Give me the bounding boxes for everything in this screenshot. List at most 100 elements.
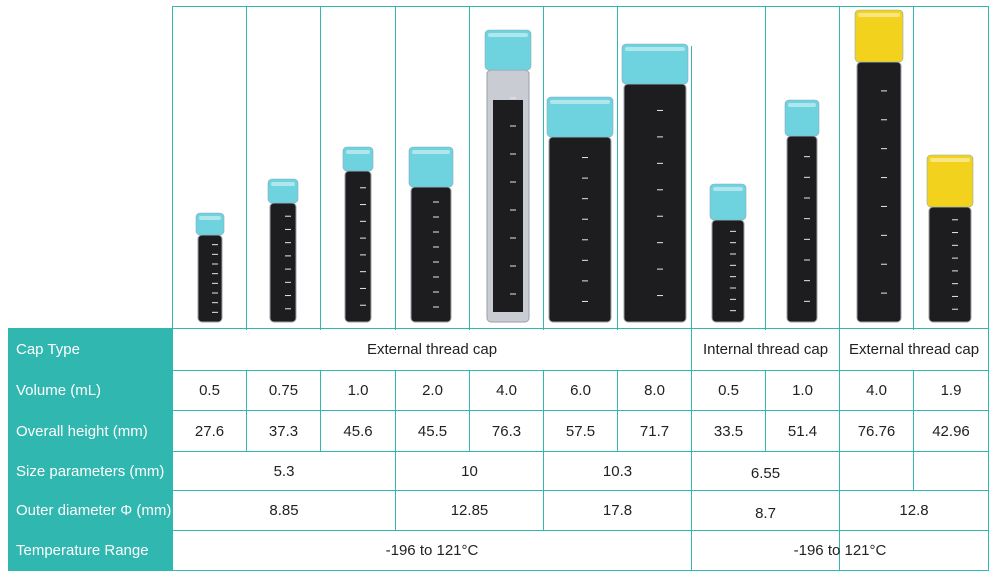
cryovial-tube bbox=[784, 99, 820, 323]
outer-diameter-cell: 8.7 bbox=[755, 505, 776, 522]
cryovial-tube bbox=[854, 9, 904, 323]
tube-cap bbox=[784, 99, 820, 137]
tube-cap bbox=[408, 146, 454, 188]
volume-cell: 8.0 bbox=[644, 382, 665, 399]
row-header-cap-type: Cap Type bbox=[8, 329, 172, 370]
grid-col-line bbox=[617, 6, 618, 330]
cryovial-tube bbox=[408, 146, 454, 323]
grid-row-line bbox=[8, 328, 988, 329]
grid-col-line bbox=[913, 370, 914, 491]
grid-col-line bbox=[395, 6, 396, 330]
cryovial-tube bbox=[709, 183, 747, 323]
tube-cap bbox=[709, 183, 747, 221]
size-param-cell bbox=[840, 452, 913, 490]
cryovial-tube bbox=[484, 29, 532, 323]
tube-body bbox=[623, 83, 687, 323]
size-param-cell: 5.3 bbox=[273, 462, 295, 480]
cap-highlight bbox=[788, 103, 816, 107]
tube-body bbox=[928, 206, 972, 323]
cap-type-external-group: External thread cap bbox=[366, 341, 498, 358]
tube-cap bbox=[195, 212, 225, 236]
grid-col-line bbox=[320, 370, 321, 451]
tube-cap bbox=[621, 43, 689, 85]
grid-col-line bbox=[839, 6, 840, 571]
grid-col-line bbox=[395, 370, 396, 530]
row-header-volume: Volume (mL) bbox=[8, 371, 172, 410]
row-header-size-parameters: Size parameters (mm) bbox=[8, 452, 172, 490]
cryovial-tube bbox=[195, 212, 225, 323]
grid-col-line bbox=[246, 370, 247, 451]
cap-highlight bbox=[930, 158, 970, 162]
height-cell: 76.76 bbox=[857, 422, 896, 440]
height-cell: 37.3 bbox=[268, 422, 299, 440]
grid-col-line bbox=[765, 6, 766, 330]
outer-diameter-cell: 12.8 bbox=[899, 502, 929, 519]
height-cell: 42.96 bbox=[932, 422, 970, 440]
grid-top-line bbox=[172, 6, 988, 7]
size-param-cell: 10 bbox=[461, 462, 478, 480]
grid-left-line bbox=[172, 6, 173, 571]
grid-col-line bbox=[246, 6, 247, 330]
tube-body bbox=[410, 186, 452, 323]
height-cell: 27.6 bbox=[194, 422, 225, 440]
volume-cell: 1.9 bbox=[940, 382, 962, 399]
cap-type-internal-group: Internal thread cap bbox=[702, 341, 829, 358]
volume-cell: 4.0 bbox=[866, 382, 887, 399]
tube-illustrations bbox=[195, 9, 974, 323]
tube-body bbox=[269, 202, 297, 323]
cryovial-tube bbox=[926, 154, 974, 323]
cryovial-tube bbox=[621, 43, 689, 323]
grid-row-line bbox=[8, 490, 988, 491]
cap-highlight bbox=[199, 216, 221, 220]
grid-col-line bbox=[469, 6, 470, 330]
outer-diameter-cell: 17.8 bbox=[602, 502, 633, 519]
cap-highlight bbox=[858, 13, 900, 17]
tube-body bbox=[786, 135, 818, 323]
height-cell: 71.7 bbox=[639, 422, 670, 440]
cap-highlight bbox=[625, 47, 685, 51]
tube-body bbox=[197, 234, 223, 323]
grid-col-line bbox=[617, 370, 618, 451]
cap-highlight bbox=[713, 187, 743, 191]
size-param-cell: 10.3 bbox=[602, 462, 633, 480]
height-cell: 57.5 bbox=[565, 422, 596, 440]
cap-type-external-group-2: External thread cap bbox=[848, 341, 980, 358]
tube-body bbox=[548, 136, 612, 323]
size-param-cell: 6.55 bbox=[750, 464, 781, 482]
grid-col-line bbox=[543, 370, 544, 530]
cryovial-tube bbox=[267, 178, 299, 323]
cap-highlight bbox=[271, 182, 295, 186]
grid-col-line bbox=[913, 6, 914, 330]
grid-right-line bbox=[988, 6, 989, 571]
tube-body bbox=[856, 61, 902, 323]
grid-col-line bbox=[320, 6, 321, 330]
tube-cap bbox=[854, 9, 904, 63]
grid-row-line bbox=[8, 370, 988, 371]
outer-diameter-cell: 12.85 bbox=[450, 502, 489, 519]
volume-cell: 1.0 bbox=[347, 382, 369, 399]
row-header-temperature-range: Temperature Range bbox=[8, 531, 172, 570]
grid-row-line bbox=[8, 451, 988, 452]
tube-cap bbox=[484, 29, 532, 71]
volume-cell: 0.5 bbox=[718, 382, 739, 399]
grid-row-line bbox=[8, 530, 988, 531]
tube-body bbox=[344, 170, 372, 323]
tube-body bbox=[711, 219, 745, 323]
row-header-overall-height: Overall height (mm) bbox=[8, 411, 172, 451]
height-cell: 45.5 bbox=[417, 422, 448, 440]
volume-cell: 4.0 bbox=[496, 382, 517, 399]
height-cell: 33.5 bbox=[713, 422, 744, 440]
outer-diameter-cell: 8.85 bbox=[269, 502, 299, 519]
row-header-outer-diameter: Outer diameter Φ (mm) bbox=[8, 491, 172, 530]
volume-cell: 2.0 bbox=[422, 382, 443, 399]
temperature-range-cell: -196 to 121°C bbox=[793, 542, 887, 559]
tube-cap bbox=[546, 96, 614, 138]
cap-highlight bbox=[412, 150, 450, 154]
cap-highlight bbox=[488, 33, 528, 37]
cryovial-tube bbox=[546, 96, 614, 323]
height-cell: 76.3 bbox=[491, 422, 522, 440]
tube-cap bbox=[267, 178, 299, 204]
grid-row-line bbox=[8, 570, 988, 571]
grid-row-line bbox=[8, 410, 988, 411]
